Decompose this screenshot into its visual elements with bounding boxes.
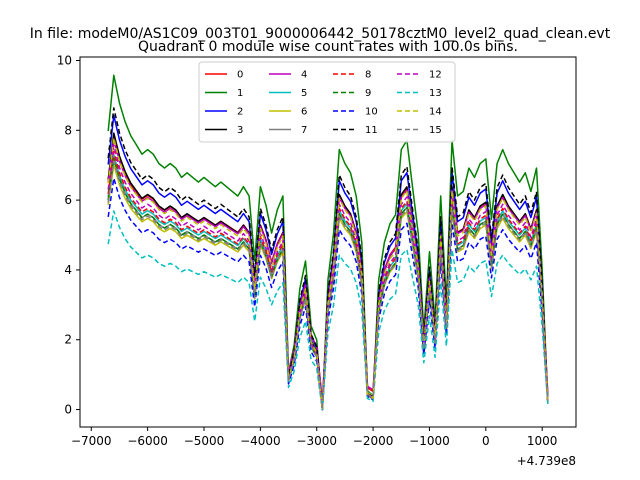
legend-label-1: 1 bbox=[237, 88, 243, 99]
x-tick-label: 1000 bbox=[527, 434, 558, 448]
series-line-9 bbox=[107, 157, 549, 411]
legend-label-0: 0 bbox=[237, 70, 243, 81]
series-line-14 bbox=[107, 137, 549, 411]
plot-area-frame bbox=[79, 56, 577, 428]
legend-label-6: 6 bbox=[301, 107, 307, 118]
x-tick-label: −6000 bbox=[127, 434, 168, 448]
legend-label-14: 14 bbox=[429, 107, 442, 118]
y-tick-label: 4 bbox=[64, 263, 72, 277]
legend-frame bbox=[198, 61, 456, 143]
x-tick-label: −4000 bbox=[240, 434, 281, 448]
legend-label-10: 10 bbox=[365, 107, 378, 118]
legend-label-13: 13 bbox=[429, 88, 442, 99]
legend-label-5: 5 bbox=[301, 88, 307, 99]
legend-label-7: 7 bbox=[301, 125, 307, 136]
y-tick-label: 2 bbox=[64, 333, 72, 347]
legend-label-3: 3 bbox=[237, 125, 243, 136]
legend-label-15: 15 bbox=[429, 125, 442, 136]
legend-label-12: 12 bbox=[429, 70, 442, 81]
x-tick-label: −3000 bbox=[296, 434, 337, 448]
legend-label-8: 8 bbox=[365, 70, 371, 81]
legend-label-11: 11 bbox=[365, 125, 378, 136]
x-tick-label: −1000 bbox=[409, 434, 450, 448]
chart-suptitle: In file: modeM0/AS1C09_003T01_9000006442… bbox=[30, 26, 611, 42]
y-tick-label: 10 bbox=[57, 53, 72, 67]
x-tick-label: −5000 bbox=[184, 434, 225, 448]
x-tick-label: −7000 bbox=[71, 434, 112, 448]
x-tick-label: −2000 bbox=[353, 434, 394, 448]
x-axis: −7000 −6000 −5000 −4000 −3000 −2000 −1000 0 1000 bbox=[71, 427, 557, 448]
series-layer bbox=[107, 74, 549, 411]
series-line-12 bbox=[107, 144, 549, 411]
x-offset-label: +4.739e8 bbox=[517, 454, 576, 468]
y-tick-label: 8 bbox=[64, 123, 72, 137]
series-line-1 bbox=[107, 74, 549, 411]
y-axis: 0 2 4 6 8 10 bbox=[57, 53, 80, 417]
series-line-11 bbox=[107, 107, 549, 411]
series-line-8 bbox=[107, 150, 549, 409]
x-tick-label: 0 bbox=[482, 434, 490, 448]
y-tick-label: 0 bbox=[64, 403, 72, 417]
legend-label-4: 4 bbox=[301, 70, 307, 81]
series-line-15 bbox=[107, 160, 549, 409]
legend-label-9: 9 bbox=[365, 88, 371, 99]
legend-label-2: 2 bbox=[237, 107, 243, 118]
y-tick-label: 6 bbox=[64, 193, 72, 207]
series-line-13 bbox=[107, 210, 549, 411]
chart-title: Quadrant 0 module wise count rates with … bbox=[138, 39, 518, 55]
